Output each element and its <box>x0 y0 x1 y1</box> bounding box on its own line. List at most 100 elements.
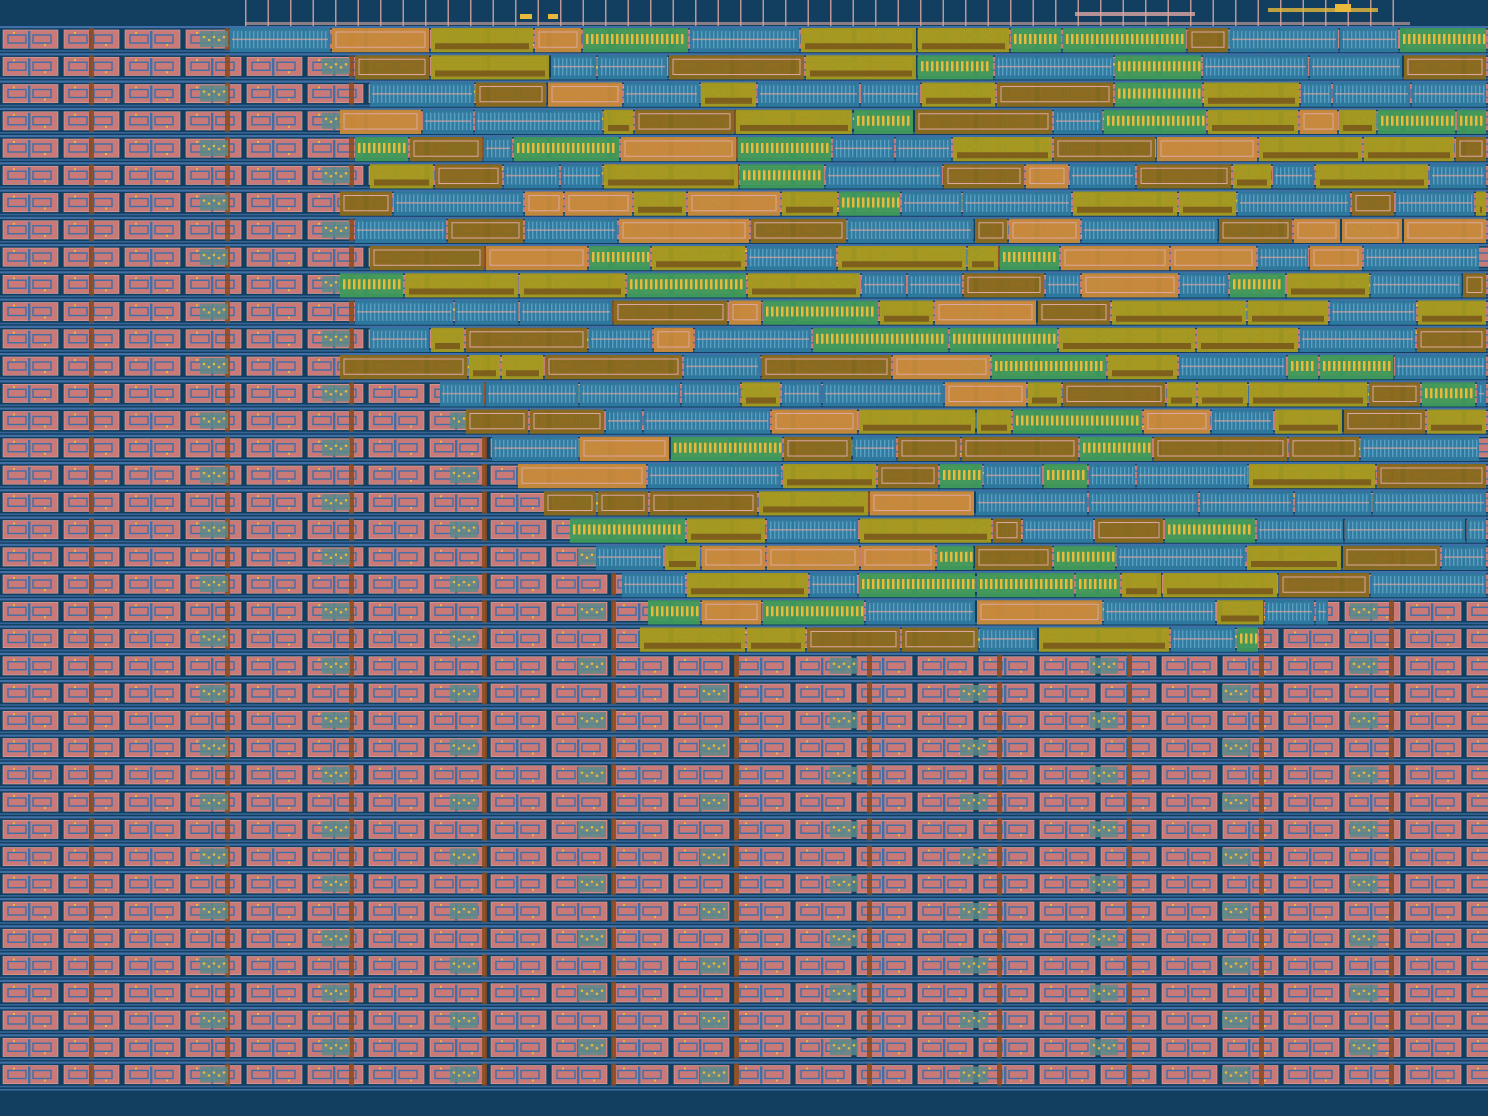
bit-cell <box>124 492 181 512</box>
diffusion-rect <box>368 411 425 431</box>
metal1-shape <box>32 170 52 180</box>
diffusion-rect <box>246 329 303 349</box>
metal1-strap <box>760 657 763 675</box>
bit-cell <box>1466 710 1488 730</box>
via <box>135 631 137 634</box>
metal1-shape <box>7 334 27 344</box>
metal1-shape <box>556 552 576 562</box>
metal1-shape <box>276 61 296 71</box>
metal1-strap <box>1309 712 1312 730</box>
bit-cell <box>124 601 181 621</box>
metal1-shape <box>800 715 820 725</box>
metal1-shape <box>129 306 149 317</box>
diffusion-rect <box>734 683 791 703</box>
via <box>288 698 290 700</box>
diffusion-rect <box>1405 656 1462 676</box>
via <box>1477 713 1479 716</box>
metal1-strap <box>394 685 397 703</box>
metal1-strap <box>150 521 153 539</box>
via <box>13 195 15 198</box>
diffusion-rect <box>612 683 669 703</box>
diffusion-rect <box>1405 710 1462 730</box>
io-pin <box>650 0 652 26</box>
bit-cell <box>673 710 730 730</box>
metal1-shape <box>68 497 88 507</box>
io-pin <box>1392 0 1394 26</box>
via <box>1081 670 1083 673</box>
via <box>928 686 930 688</box>
metal1-shape <box>154 197 174 208</box>
via <box>105 98 107 101</box>
bit-cell <box>490 710 547 730</box>
via <box>501 658 503 661</box>
bit-cell <box>551 629 608 649</box>
metal1-strap <box>1248 712 1251 730</box>
metal1-strap <box>943 657 946 675</box>
metal1-strap <box>455 712 458 730</box>
bit-cell <box>2 302 59 322</box>
via <box>379 713 381 716</box>
metal1-shape <box>129 661 149 671</box>
via <box>166 153 168 155</box>
column-strap <box>1259 709 1264 732</box>
bit-cell <box>490 520 547 540</box>
via <box>989 658 991 661</box>
via <box>623 658 625 661</box>
diffusion-rect <box>2 220 59 240</box>
via <box>562 522 564 525</box>
metal1-strap <box>394 657 397 675</box>
column-strap <box>1127 709 1132 732</box>
via <box>1050 658 1052 661</box>
column-strap <box>89 518 94 541</box>
diffusion-rect <box>246 411 303 431</box>
bit-cell <box>1222 710 1279 730</box>
bit-cell <box>246 656 303 676</box>
via <box>74 495 76 498</box>
bit-cell <box>2 520 59 540</box>
bit-cell <box>246 547 303 567</box>
metal1-shape <box>1069 715 1089 725</box>
via <box>13 32 15 34</box>
via <box>715 725 717 728</box>
metal1-strap <box>28 358 31 376</box>
metal1-strap <box>333 630 336 648</box>
metal1-strap <box>272 249 275 267</box>
column-strap <box>611 600 616 623</box>
via <box>410 452 412 455</box>
via <box>684 686 686 688</box>
column-strap <box>349 491 354 514</box>
metal1-shape <box>947 715 967 725</box>
via <box>44 561 46 564</box>
via <box>135 713 137 716</box>
via <box>318 304 320 307</box>
via <box>166 480 168 482</box>
metal1-shape <box>434 497 454 507</box>
via <box>837 207 839 210</box>
metal1-shape <box>154 88 174 99</box>
via <box>318 386 320 389</box>
via <box>440 522 442 525</box>
diffusion-rect <box>307 465 364 485</box>
metal1-shape <box>129 88 149 99</box>
power-rail <box>0 680 1488 683</box>
via <box>74 440 76 443</box>
via <box>196 359 198 361</box>
metal1-shape <box>398 388 418 398</box>
metal1-shape <box>251 361 271 371</box>
metal1-strap <box>577 685 580 703</box>
via <box>166 180 168 183</box>
via <box>135 413 137 416</box>
bit-cell <box>1405 629 1462 649</box>
metal1-shape <box>68 742 88 753</box>
metal1-shape <box>459 552 479 562</box>
metal1-strap <box>211 330 214 348</box>
via <box>105 752 107 755</box>
column-strap <box>89 191 94 214</box>
bit-cell <box>1405 601 1462 621</box>
metal1-shape <box>154 633 174 644</box>
metal1-strap <box>1309 630 1312 648</box>
metal1-strap <box>28 685 31 703</box>
metal1-shape <box>703 715 723 725</box>
diffusion-rect <box>2 165 59 185</box>
via <box>13 658 15 661</box>
